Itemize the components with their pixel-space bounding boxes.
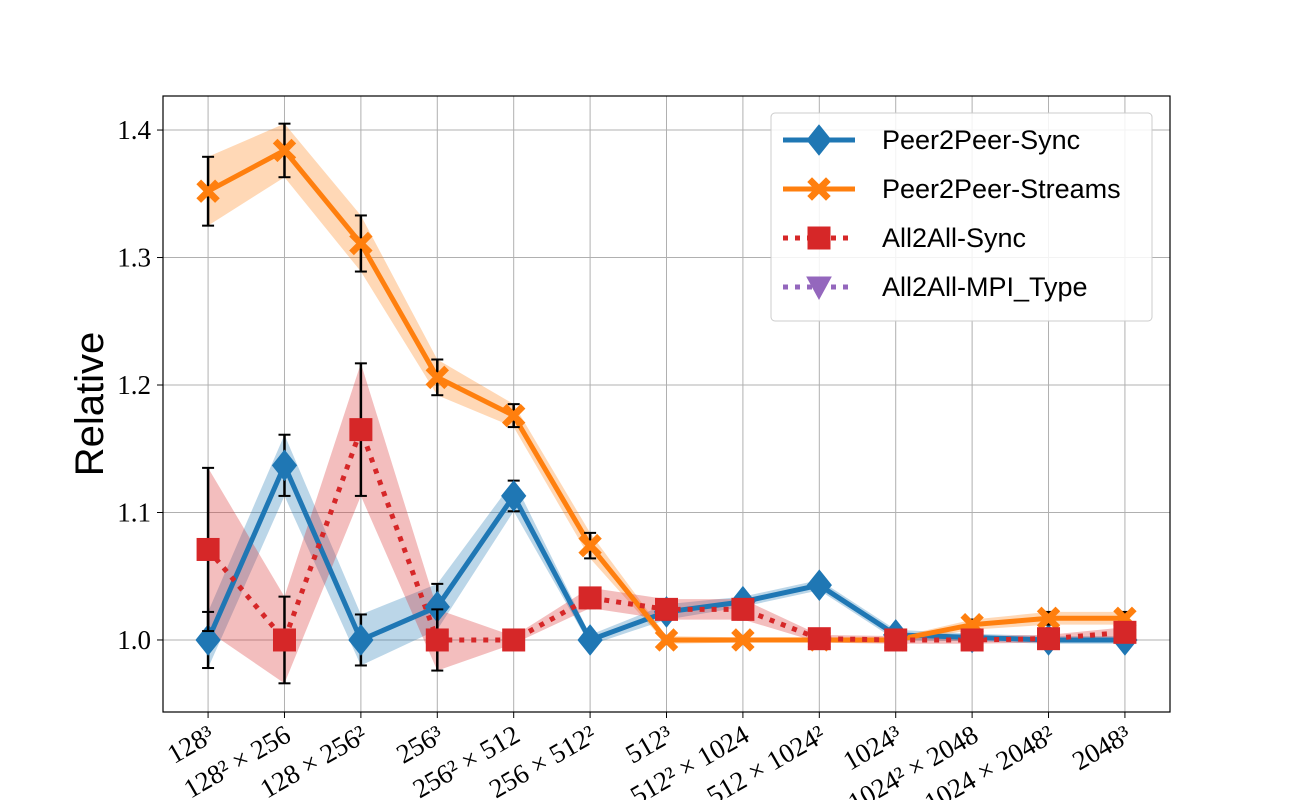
data-point bbox=[348, 624, 374, 656]
legend-label: All2All-Sync bbox=[882, 223, 1026, 253]
data-point bbox=[349, 231, 373, 256]
data-point bbox=[501, 480, 527, 512]
y-tick-label: 1.1 bbox=[117, 497, 151, 527]
data-point bbox=[807, 627, 831, 651]
y-tick-label: 1.3 bbox=[117, 243, 151, 273]
data-point bbox=[960, 628, 984, 652]
data-point bbox=[1036, 606, 1061, 631]
data-point bbox=[577, 624, 603, 656]
legend-label: Peer2Peer-Sync bbox=[882, 125, 1080, 155]
data-point bbox=[196, 179, 220, 203]
data-point bbox=[196, 537, 220, 561]
y-tick-label: 1.4 bbox=[117, 115, 151, 145]
data-point bbox=[731, 628, 755, 652]
legend-marker bbox=[806, 276, 832, 301]
data-point bbox=[731, 597, 755, 621]
error-band bbox=[208, 123, 1125, 644]
legend-marker bbox=[807, 177, 831, 201]
data-point bbox=[654, 628, 679, 652]
y-axis-label: Relative bbox=[68, 332, 112, 477]
data-point bbox=[502, 628, 526, 652]
data-point bbox=[806, 569, 832, 601]
y-tick-label: 1.0 bbox=[117, 625, 151, 655]
data-point bbox=[1113, 620, 1137, 644]
data-point bbox=[578, 533, 602, 558]
legend-label: Peer2Peer-Streams bbox=[882, 174, 1121, 204]
data-point bbox=[425, 628, 449, 652]
legend-marker bbox=[807, 226, 831, 250]
data-point bbox=[425, 365, 449, 390]
data-point bbox=[655, 597, 678, 621]
data-point bbox=[272, 628, 296, 652]
data-point bbox=[271, 449, 298, 482]
data-point bbox=[501, 403, 526, 428]
legend-marker bbox=[806, 124, 832, 156]
y-tick-label: 1.2 bbox=[117, 370, 151, 400]
data-point bbox=[1037, 627, 1061, 651]
data-point bbox=[884, 628, 908, 652]
data-point bbox=[195, 624, 221, 656]
legend-box bbox=[770, 112, 1153, 322]
data-point bbox=[578, 586, 602, 610]
legend-label: All2All-MPI_Type bbox=[882, 272, 1088, 302]
plot-frame bbox=[162, 95, 1171, 713]
data-point bbox=[349, 418, 373, 442]
data-point bbox=[272, 138, 297, 163]
